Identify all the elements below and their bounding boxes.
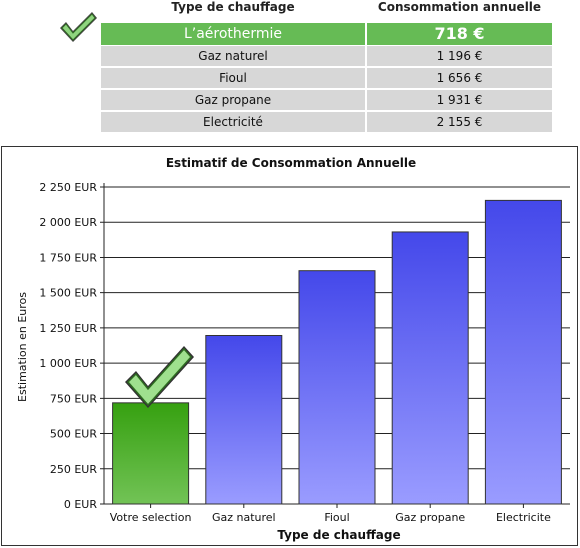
chart-panel: Estimatif de Consommation Annuelle 0 EUR… xyxy=(1,146,578,546)
x-tick-label: Electricite xyxy=(496,511,551,524)
y-tick-label: 500 EUR xyxy=(50,428,97,441)
bar-votre-selection xyxy=(112,402,190,505)
header-heating-type: Type de chauffage xyxy=(171,0,295,14)
chart-title: Estimatif de Consommation Annuelle xyxy=(166,156,416,170)
bar-gaz-naturel xyxy=(205,334,283,505)
y-tick-label: 750 EUR xyxy=(50,392,97,405)
y-tick-label: 1 500 EUR xyxy=(39,287,97,300)
checkmark-icon xyxy=(60,12,97,42)
y-tick-label: 0 EUR xyxy=(64,498,97,511)
x-tick-label: Gaz naturel xyxy=(212,511,276,524)
x-tick-label: Gaz propane xyxy=(395,511,465,524)
bar-chart: Estimatif de Consommation Annuelle 0 EUR… xyxy=(16,156,570,542)
selection-checkmark-icon xyxy=(125,346,194,408)
bar-electricite xyxy=(484,199,562,505)
x-tick-label: Votre selection xyxy=(110,511,192,524)
bar-gaz-propane xyxy=(391,231,469,505)
y-tick-label: 250 EUR xyxy=(50,463,97,476)
y-tick-label: 1 250 EUR xyxy=(39,322,97,335)
row-value-aerothermie: 718 € xyxy=(367,23,552,45)
row-type-fioul: Fioul xyxy=(101,68,365,88)
bar-fioul xyxy=(298,270,376,505)
y-tick-label: 1 750 EUR xyxy=(39,251,97,264)
row-type-gaz-propane: Gaz propane xyxy=(101,90,365,110)
row-value-gaz-naturel: 1 196 € xyxy=(367,46,552,66)
row-value-gaz-propane: 1 931 € xyxy=(367,90,552,110)
y-axis-label: Estimation en Euros xyxy=(16,292,29,402)
x-axis-label: Type de chauffage xyxy=(277,528,400,542)
row-type-gaz-naturel: Gaz naturel xyxy=(101,46,365,66)
row-value-fioul: 1 656 € xyxy=(367,68,552,88)
y-tick-label: 2 250 EUR xyxy=(39,181,97,194)
header-annual-consumption: Consommation annuelle xyxy=(377,0,542,14)
row-type-aerothermie: L’aérothermie xyxy=(101,23,365,45)
row-type-electricite: Electricité xyxy=(101,112,365,132)
y-tick-label: 2 000 EUR xyxy=(39,216,97,229)
consumption-table: Type de chauffage Consommation annuelle … xyxy=(0,0,580,134)
x-tick-label: Fioul xyxy=(324,511,349,524)
row-value-electricite: 2 155 € xyxy=(367,112,552,132)
y-tick-label: 1 000 EUR xyxy=(39,357,97,370)
